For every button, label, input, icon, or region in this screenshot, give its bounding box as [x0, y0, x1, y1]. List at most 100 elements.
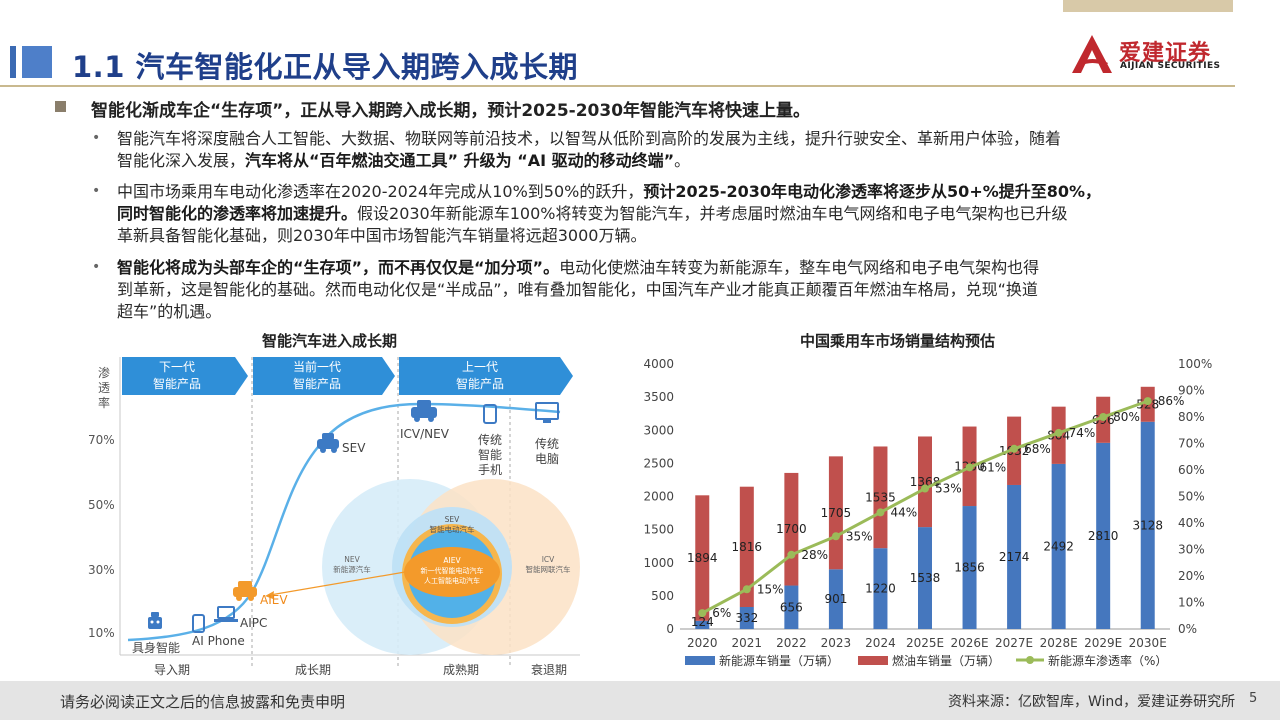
- penetration-data-label: 74%: [1069, 426, 1096, 440]
- product-label-robot: 具身智能: [132, 640, 180, 655]
- sub-bullet-2-line3: 革新具备智能化基础，则2030年中国市场智能汽车销量将远超3000万辆。: [117, 226, 647, 245]
- product-label-pc: AIPC: [240, 616, 267, 630]
- laptop-icon: [214, 606, 238, 622]
- banner-label-line: 智能产品: [293, 376, 341, 391]
- phase-label: 成长期: [295, 663, 331, 677]
- penetration-point: [876, 508, 885, 517]
- bullet-dot-icon: •: [92, 259, 101, 275]
- logo-icon: [1072, 35, 1112, 73]
- penetration-point: [831, 532, 840, 541]
- venn-icv-label: 智能网联汽车: [526, 564, 571, 574]
- penetration-point: [787, 550, 796, 559]
- bullet-dot-icon: •: [92, 183, 101, 199]
- text-run: 假设2030年新能源车100%将转变为智能汽车，并考虑届时燃油车电气网络和电子电…: [357, 204, 1068, 223]
- y-right-tick-label: 20%: [1178, 569, 1205, 583]
- nev-sales-bar: [1007, 484, 1022, 629]
- banner-label-line: 当前一代: [293, 359, 341, 374]
- banner-label-line: 下一代: [159, 360, 195, 374]
- sub-bullet-1-line2: 智能化深入发展，汽车将从“百年燃油交通工具” 升级为 “AI 驱动的移动终端”。: [117, 150, 1229, 172]
- banner-prev-gen: 上一代 智能产品: [399, 357, 573, 395]
- nev-sales-bar: [784, 585, 799, 629]
- emphasis-text: 汽车将从“百年燃油交通工具” 升级为 “AI 驱动的移动终端”: [245, 151, 675, 170]
- x-tick-label: 2020: [687, 636, 718, 650]
- nev-sales-bar: [1096, 442, 1111, 629]
- penetration-data-label: 86%: [1158, 394, 1185, 408]
- banner-label-line: 上一代: [462, 360, 498, 374]
- banner-next-gen: 下一代 智能产品: [122, 357, 248, 395]
- x-tick-label: 2024: [865, 636, 896, 650]
- desktop-icon: [535, 402, 559, 423]
- product-label-phone: AI Phone: [192, 634, 245, 648]
- y-right-tick-label: 50%: [1178, 490, 1205, 504]
- y-tick-label: 50%: [88, 498, 115, 512]
- nev-data-label: 332: [735, 611, 758, 625]
- venn-aiev-label: 新一代智能电动汽车: [421, 566, 484, 575]
- y-right-tick-label: 70%: [1178, 437, 1205, 451]
- sub-bullet-2-line1: 中国市场乘用车电动化渗透率在2020-2024年完成从10%到50%的跃升，预计…: [117, 181, 1229, 203]
- y-left-tick-label: 0: [666, 622, 674, 636]
- ice-sales-bar: [739, 486, 754, 608]
- product-label-trad-phone: 传统: [478, 432, 502, 447]
- sev-car-icon: [317, 433, 339, 453]
- venn-aiev-ellipse: [404, 547, 500, 597]
- text-run: 。: [674, 151, 691, 170]
- title-marker: [10, 46, 16, 78]
- nev-sales-bar: [828, 569, 843, 629]
- sub-bullet-3: 智能化将成为头部车企的“生存项”，而不再仅仅是“加分项”。电动化使燃油车转变为新…: [117, 257, 1229, 323]
- x-tick-label: 2029E: [1084, 636, 1122, 650]
- nev-sales-bar: [739, 607, 754, 629]
- footer-disclaimer: 请务必阅读正文之后的信息披露和免责申明: [60, 693, 346, 711]
- product-label-trad-pc: 传统: [535, 436, 559, 451]
- sales-structure-chart: 0 500 1000 1500 2000 2500 3000 3500 4000 0% 10% 20%…: [643, 357, 1212, 668]
- ice-data-label: 1894: [687, 551, 718, 565]
- y-axis-label-char: 渗: [98, 365, 110, 380]
- product-label-icv: ICV/NEV: [400, 427, 450, 441]
- sub-bullet-3-line2: 到革新，这是智能化的基础。然而电动化仅是“半成品”，唯有叠加智能化，中国汽车产业…: [117, 280, 1038, 299]
- x-tick-label: 2023: [821, 636, 852, 650]
- text-run: 智能化深入发展，: [117, 151, 246, 170]
- square-bullet-icon: [55, 101, 66, 112]
- ice-data-label: 1705: [821, 506, 852, 520]
- penetration-point: [965, 463, 974, 472]
- ice-data-label: 1816: [732, 540, 763, 554]
- penetration-point: [1010, 444, 1019, 453]
- logo-name: 爱建证券: [1119, 41, 1212, 66]
- y-left-tick-label: 3500: [643, 390, 674, 404]
- phase-label: 衰退期: [531, 662, 567, 677]
- nev-sales-bar: [873, 548, 888, 629]
- penetration-data-label: 80%: [1113, 410, 1140, 424]
- penetration-data-label: 68%: [1024, 442, 1051, 456]
- ice-sales-bar: [918, 436, 932, 528]
- nev-data-label: 901: [824, 592, 847, 606]
- nev-sales-bar: [962, 506, 977, 629]
- smartphone-icon: [483, 404, 497, 424]
- legend-marker-penetration: [1026, 656, 1034, 664]
- arrowhead-icon: [265, 591, 274, 599]
- ice-sales-bar: [828, 456, 843, 570]
- page-number: 5: [1249, 691, 1258, 706]
- venn-nev-label: 新能源汽车: [333, 564, 371, 574]
- y-left-tick-label: 1000: [643, 556, 674, 570]
- aiev-pointer-line: [269, 571, 406, 596]
- penetration-data-label: 6%: [712, 606, 731, 620]
- text-run: 中国市场乘用车电动化渗透率在2020-2024年完成从10%到50%的跃升，: [117, 182, 644, 201]
- penetration-data-label: 15%: [757, 582, 784, 596]
- y-left-tick-label: 2500: [643, 456, 674, 470]
- venn-nev-label: NEV: [344, 555, 360, 564]
- nev-data-label: 656: [780, 600, 803, 614]
- x-tick-label: 2022: [776, 636, 807, 650]
- legend-label-nev: 新能源车销量（万辆）: [719, 653, 839, 668]
- nev-data-label: 2492: [1043, 539, 1074, 553]
- product-label-trad-phone: 智能: [478, 447, 502, 462]
- penetration-point: [921, 484, 929, 493]
- left-diagram-title: 智能汽车进入成长期: [262, 332, 398, 350]
- nev-data-label: 1856: [954, 561, 985, 575]
- penetration-point: [1143, 397, 1152, 406]
- venn-sev-label: 智能电动汽车: [430, 524, 475, 534]
- y-right-tick-label: 90%: [1178, 384, 1205, 398]
- y-left-tick-label: 1500: [643, 523, 674, 537]
- venn-icv-label: ICV: [542, 555, 555, 564]
- y-tick-label: 70%: [88, 433, 115, 447]
- banner-current-gen: 当前一代 智能产品: [253, 357, 395, 395]
- y-left-tick-label: 4000: [643, 357, 674, 371]
